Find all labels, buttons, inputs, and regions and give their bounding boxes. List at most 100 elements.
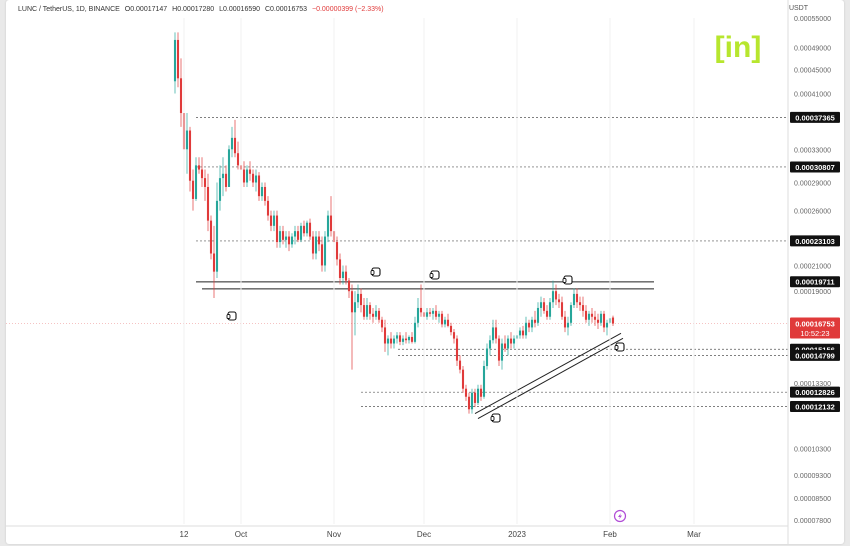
candle <box>518 327 522 339</box>
candle-body <box>461 369 465 389</box>
candle-body <box>428 312 432 314</box>
candle-body <box>251 173 255 183</box>
candle-body <box>548 302 552 317</box>
candle <box>557 293 561 308</box>
candle <box>443 316 447 328</box>
hand-thumb <box>614 345 619 350</box>
price-tick: 0.00010300 <box>794 447 831 454</box>
candle-body <box>281 231 285 240</box>
support-line-upper <box>474 332 622 415</box>
candle <box>386 335 390 356</box>
candle <box>512 335 516 349</box>
level-label-box <box>790 235 840 247</box>
candle <box>344 265 348 285</box>
chart-panel[interactable]: LUNC / TetherUS, 1D, BINANCE O0.00017147… <box>6 0 844 544</box>
candle <box>200 157 204 187</box>
candle-body <box>602 313 606 328</box>
candle-body <box>524 322 528 336</box>
support-line-lower <box>477 337 624 420</box>
candle-body <box>257 175 261 197</box>
candle-body <box>542 302 546 311</box>
candlestick-chart[interactable]: 0.00055000 0.00049000 0.00045000 0.00041000… <box>6 0 844 544</box>
candle-body <box>596 319 600 323</box>
candle <box>248 161 252 181</box>
candle <box>392 335 396 349</box>
hand-thumb <box>429 273 434 278</box>
candle-body <box>344 271 348 281</box>
low-value: L0.00016590 <box>219 6 261 13</box>
candle-body <box>341 271 345 278</box>
candle-body <box>371 313 375 317</box>
level-label-box <box>790 386 840 398</box>
candle <box>539 296 543 317</box>
candle <box>194 157 198 201</box>
candle <box>311 231 315 260</box>
candle-body <box>296 231 300 240</box>
candle <box>578 296 582 311</box>
candle-body <box>509 338 513 344</box>
candle <box>215 182 219 278</box>
candle-body <box>458 360 462 370</box>
candle <box>278 225 282 248</box>
candle <box>464 384 468 401</box>
level-label: 0.00015156 <box>795 345 835 354</box>
candle-body <box>224 173 228 187</box>
candle-body <box>269 215 273 226</box>
candle <box>326 210 330 243</box>
candle-body <box>512 338 516 344</box>
candle-body <box>200 169 204 179</box>
candle-body <box>440 313 444 325</box>
candle-body <box>446 319 450 326</box>
price-tick: 0.00041000 <box>794 92 831 99</box>
level-label-box <box>790 349 840 361</box>
candle <box>545 305 549 320</box>
symbol-name: LUNC / TetherUS, 1D, BINANCE <box>18 6 120 13</box>
candle-body <box>383 327 387 344</box>
candle <box>407 335 411 344</box>
candle <box>236 141 240 170</box>
candle <box>470 388 474 414</box>
brand-logo-text: [in] <box>715 31 762 64</box>
candle-body <box>284 236 288 240</box>
candle-body <box>425 312 429 317</box>
candle-body <box>599 313 603 323</box>
candle <box>335 236 339 266</box>
candle-body <box>581 305 585 311</box>
candle <box>416 298 420 328</box>
candle <box>542 298 546 314</box>
candle-body <box>545 310 549 317</box>
hand-pointer-icon <box>614 342 625 352</box>
candle <box>461 366 465 393</box>
level-label: 0.00014799 <box>795 351 835 360</box>
candle <box>569 302 573 326</box>
candle-body <box>575 293 579 303</box>
candle <box>281 225 285 245</box>
candle-body <box>443 319 447 325</box>
candle-body <box>470 392 474 410</box>
candle <box>458 355 462 374</box>
candle-body <box>482 366 486 397</box>
candle <box>581 296 585 317</box>
candle <box>320 236 324 272</box>
candle-body <box>266 200 270 216</box>
level-label: 0.00037365 <box>795 113 835 122</box>
candle-body <box>185 130 189 150</box>
candle-body <box>467 396 471 410</box>
candle <box>308 218 312 240</box>
candle-body <box>479 388 483 397</box>
candle <box>317 231 321 252</box>
level-label-box <box>790 111 840 123</box>
candles <box>173 32 615 414</box>
candle <box>467 392 471 414</box>
candle-body <box>452 332 456 339</box>
price-tick: 0.00045000 <box>794 68 831 75</box>
candle <box>305 220 309 237</box>
candle-body <box>569 305 573 323</box>
candle-body <box>392 338 396 344</box>
candle <box>227 145 231 187</box>
hand-thumb <box>490 416 495 421</box>
hand-thumb <box>562 278 567 283</box>
candle-body <box>275 215 279 243</box>
candle-body <box>356 293 360 303</box>
candle <box>233 119 237 158</box>
